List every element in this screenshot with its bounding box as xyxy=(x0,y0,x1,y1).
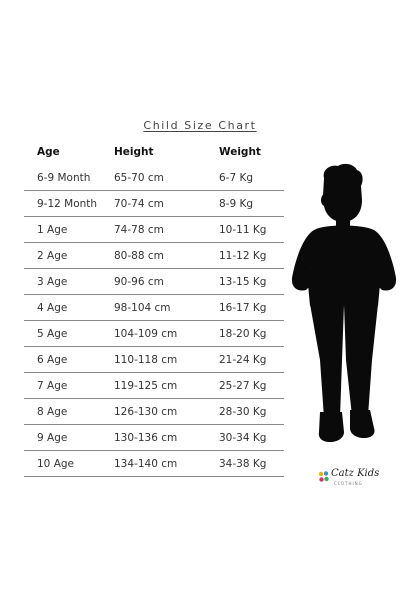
table-row: 7 Age 119-125 cm 25-27 Kg xyxy=(24,373,284,399)
table-row: 3 Age 90-96 cm 13-15 Kg xyxy=(24,269,284,295)
table-row: 9-12 Month 70-74 cm 8-9 Kg xyxy=(24,191,284,217)
cell-weight: 18-20 Kg xyxy=(219,328,267,340)
header-weight: Weight xyxy=(219,146,261,158)
child-silhouette-image xyxy=(291,163,397,442)
cell-height: 110-118 cm xyxy=(114,354,178,366)
cell-age: 2 Age xyxy=(37,250,68,262)
cell-height: 126-130 cm xyxy=(114,406,178,418)
cell-weight: 21-24 Kg xyxy=(219,354,267,366)
header-height: Height xyxy=(114,146,154,158)
cell-height: 134-140 cm xyxy=(114,458,178,470)
size-table: Age Height Weight 6-9 Month 65-70 cm 6-7… xyxy=(24,139,284,477)
cell-age: 8 Age xyxy=(37,406,68,418)
cell-weight: 8-9 Kg xyxy=(219,198,254,210)
cell-height: 104-109 cm xyxy=(114,328,178,340)
cell-height: 80-88 cm xyxy=(114,250,164,262)
cell-height: 119-125 cm xyxy=(114,380,178,392)
table-row: 1 Age 74-78 cm 10-11 Kg xyxy=(24,217,284,243)
table-header: Age Height Weight xyxy=(24,139,284,165)
table-row: 9 Age 130-136 cm 30-34 Kg xyxy=(24,425,284,451)
cell-age: 6-9 Month xyxy=(37,172,91,184)
cell-height: 90-96 cm xyxy=(114,276,164,288)
cell-weight: 30-34 Kg xyxy=(219,432,267,444)
cell-age: 1 Age xyxy=(37,224,68,236)
cell-age: 3 Age xyxy=(37,276,68,288)
cell-height: 74-78 cm xyxy=(114,224,164,236)
cell-height: 130-136 cm xyxy=(114,432,178,444)
cell-weight: 28-30 Kg xyxy=(219,406,267,418)
table-row: 10 Age 134-140 cm 34-38 Kg xyxy=(24,451,284,477)
cell-age: 7 Age xyxy=(37,380,68,392)
header-age: Age xyxy=(37,146,60,158)
cell-weight: 25-27 Kg xyxy=(219,380,267,392)
cell-height: 98-104 cm xyxy=(114,302,171,314)
brand-logo: Catz Kids CLOTHING xyxy=(318,468,380,490)
cell-age: 9-12 Month xyxy=(37,198,98,210)
cell-age: 9 Age xyxy=(37,432,68,444)
cell-age: 6 Age xyxy=(37,354,68,366)
cell-age: 10 Age xyxy=(37,458,75,470)
cell-height: 65-70 cm xyxy=(114,172,164,184)
cell-weight: 16-17 Kg xyxy=(219,302,267,314)
chart-title-text: Child Size Chart xyxy=(143,119,257,132)
cell-weight: 13-15 Kg xyxy=(219,276,267,288)
table-row: 5 Age 104-109 cm 18-20 Kg xyxy=(24,321,284,347)
brand-tagline: CLOTHING xyxy=(334,481,363,486)
table-row: 4 Age 98-104 cm 16-17 Kg xyxy=(24,295,284,321)
cell-weight: 10-11 Kg xyxy=(219,224,267,236)
cell-age: 5 Age xyxy=(37,328,68,340)
brand-name: Catz Kids xyxy=(331,468,380,479)
cell-weight: 11-12 Kg xyxy=(219,250,267,262)
brand-dots-icon xyxy=(318,471,329,482)
table-row: 6 Age 110-118 cm 21-24 Kg xyxy=(24,347,284,373)
cell-weight: 34-38 Kg xyxy=(219,458,267,470)
table-row: 8 Age 126-130 cm 28-30 Kg xyxy=(24,399,284,425)
chart-title: Child Size Chart xyxy=(0,119,400,132)
table-row: 2 Age 80-88 cm 11-12 Kg xyxy=(24,243,284,269)
cell-age: 4 Age xyxy=(37,302,68,314)
cell-weight: 6-7 Kg xyxy=(219,172,254,184)
cell-height: 70-74 cm xyxy=(114,198,164,210)
table-row: 6-9 Month 65-70 cm 6-7 Kg xyxy=(24,165,284,191)
